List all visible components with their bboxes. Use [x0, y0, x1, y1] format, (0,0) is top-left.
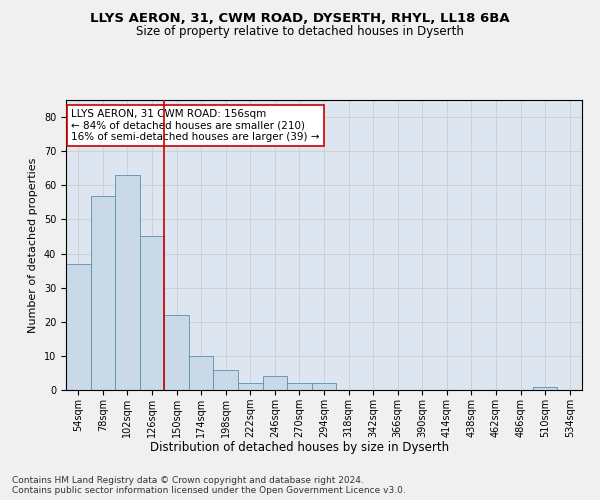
- Bar: [189, 356, 214, 390]
- Bar: [66, 264, 91, 390]
- Bar: [238, 383, 263, 390]
- Bar: [91, 196, 115, 390]
- Text: LLYS AERON, 31 CWM ROAD: 156sqm
← 84% of detached houses are smaller (210)
16% o: LLYS AERON, 31 CWM ROAD: 156sqm ← 84% of…: [71, 108, 320, 142]
- Text: Size of property relative to detached houses in Dyserth: Size of property relative to detached ho…: [136, 25, 464, 38]
- Bar: [140, 236, 164, 390]
- Bar: [263, 376, 287, 390]
- Bar: [164, 315, 189, 390]
- Bar: [214, 370, 238, 390]
- Bar: [312, 383, 336, 390]
- Bar: [287, 383, 312, 390]
- Text: Contains HM Land Registry data © Crown copyright and database right 2024.
Contai: Contains HM Land Registry data © Crown c…: [12, 476, 406, 495]
- Bar: [115, 175, 140, 390]
- Bar: [533, 386, 557, 390]
- Text: Distribution of detached houses by size in Dyserth: Distribution of detached houses by size …: [151, 441, 449, 454]
- Y-axis label: Number of detached properties: Number of detached properties: [28, 158, 38, 332]
- Text: LLYS AERON, 31, CWM ROAD, DYSERTH, RHYL, LL18 6BA: LLYS AERON, 31, CWM ROAD, DYSERTH, RHYL,…: [90, 12, 510, 26]
